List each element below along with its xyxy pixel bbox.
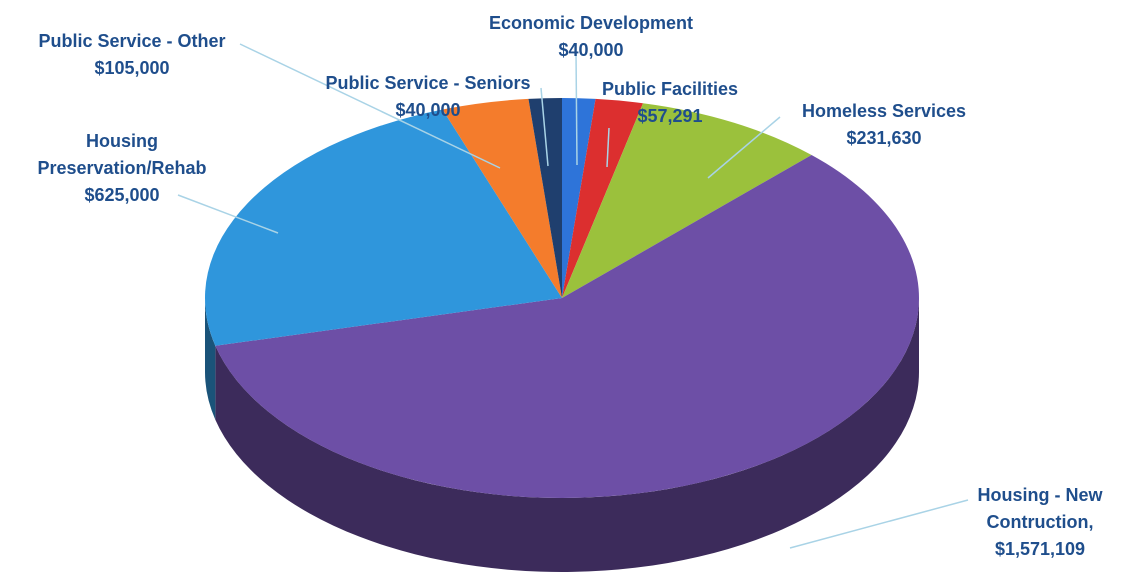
pie-top-faces <box>205 98 920 499</box>
leader-line-housing-new-contruction <box>789 499 969 549</box>
pie-slice-economic-development <box>562 98 596 298</box>
leader-line-economic-development <box>575 51 578 166</box>
pie-slice-housing-new-contruction <box>215 154 920 499</box>
pie-side-walls <box>205 298 920 573</box>
pie-side-housing-new-contruction <box>215 298 920 573</box>
label-homeless-services: Homeless Services $231,630 <box>801 101 967 148</box>
leader-line-public-service-other <box>239 43 501 169</box>
pie-slice-public-service-seniors <box>528 98 562 298</box>
leader-lines <box>177 43 969 549</box>
leader-line-public-service-seniors <box>540 87 549 167</box>
pie-slice-housing-preservation-rehab <box>205 109 562 346</box>
label-public-facilities: Public Facilities $57,291 <box>601 79 739 126</box>
leader-line-homeless-services <box>707 116 781 179</box>
label-housing-preservation-rehab: Housing Preservation/Rehab $625,000 <box>37 131 207 205</box>
pie-slice-homeless-services <box>562 103 812 299</box>
pie-slice-public-facilities <box>562 98 644 298</box>
label-public-service-seniors: Public Service - Seniors $40,000 <box>325 73 531 120</box>
pie-side-housing-preservation-rehab <box>205 298 216 420</box>
label-public-service-other: Public Service - Other $105,000 <box>38 31 226 78</box>
label-housing-new-construction: Housing - New Contruction, $1,571,109 <box>977 485 1103 559</box>
label-economic-development: Economic Development $40,000 <box>488 13 694 60</box>
leader-line-public-facilities <box>606 127 610 168</box>
pie-slice-public-service-other <box>442 98 562 298</box>
leader-line-housing-preservation-rehab <box>177 194 279 234</box>
